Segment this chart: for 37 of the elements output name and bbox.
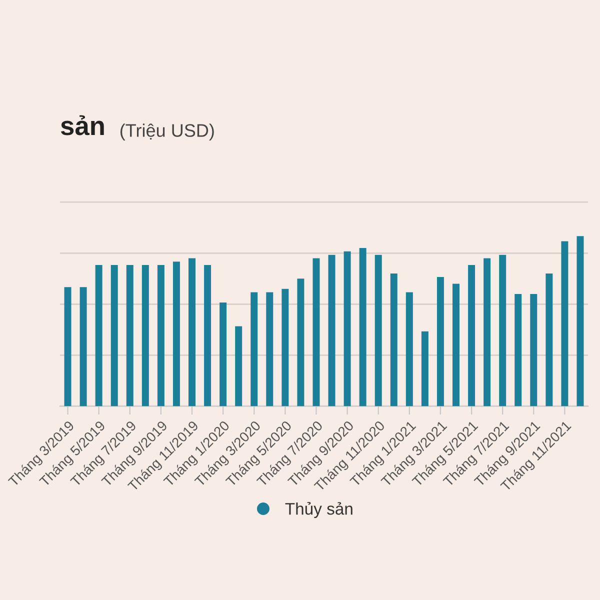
bar <box>80 287 87 406</box>
legend-label: Thủy sản <box>285 502 352 518</box>
bar <box>235 326 242 406</box>
bar <box>95 265 102 406</box>
bar <box>514 294 522 406</box>
bar <box>468 265 476 406</box>
bar <box>561 241 568 406</box>
bar <box>406 292 413 406</box>
bar <box>250 292 258 406</box>
bar <box>157 265 164 406</box>
bar <box>546 274 553 406</box>
bar <box>374 254 382 406</box>
bar <box>421 331 428 406</box>
bar <box>64 287 72 406</box>
bar <box>436 276 444 406</box>
bar <box>266 292 274 406</box>
bar <box>172 262 180 406</box>
bar <box>484 258 491 406</box>
bar <box>110 265 118 406</box>
bar <box>576 236 584 406</box>
bar <box>142 265 149 406</box>
bar <box>530 294 538 406</box>
bar <box>452 284 460 406</box>
bar <box>390 274 398 406</box>
chart-subtitle: (Triệu USD) <box>120 124 214 140</box>
bar <box>282 288 289 406</box>
bar <box>188 258 196 406</box>
bar <box>344 251 351 406</box>
bar <box>220 302 227 406</box>
bar <box>126 265 134 406</box>
bar <box>312 258 320 406</box>
bar <box>499 254 506 406</box>
bar <box>297 278 304 406</box>
chart-title: sản <box>60 115 104 136</box>
bar <box>328 254 336 406</box>
bar <box>359 248 366 406</box>
bar <box>204 265 212 406</box>
